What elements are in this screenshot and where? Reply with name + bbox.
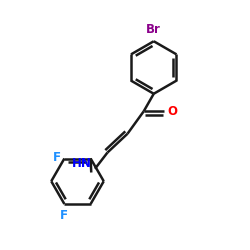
Text: O: O xyxy=(167,105,177,118)
Text: Br: Br xyxy=(146,23,161,36)
Text: HN: HN xyxy=(72,157,92,170)
Text: F: F xyxy=(52,151,60,164)
Text: F: F xyxy=(60,210,68,222)
